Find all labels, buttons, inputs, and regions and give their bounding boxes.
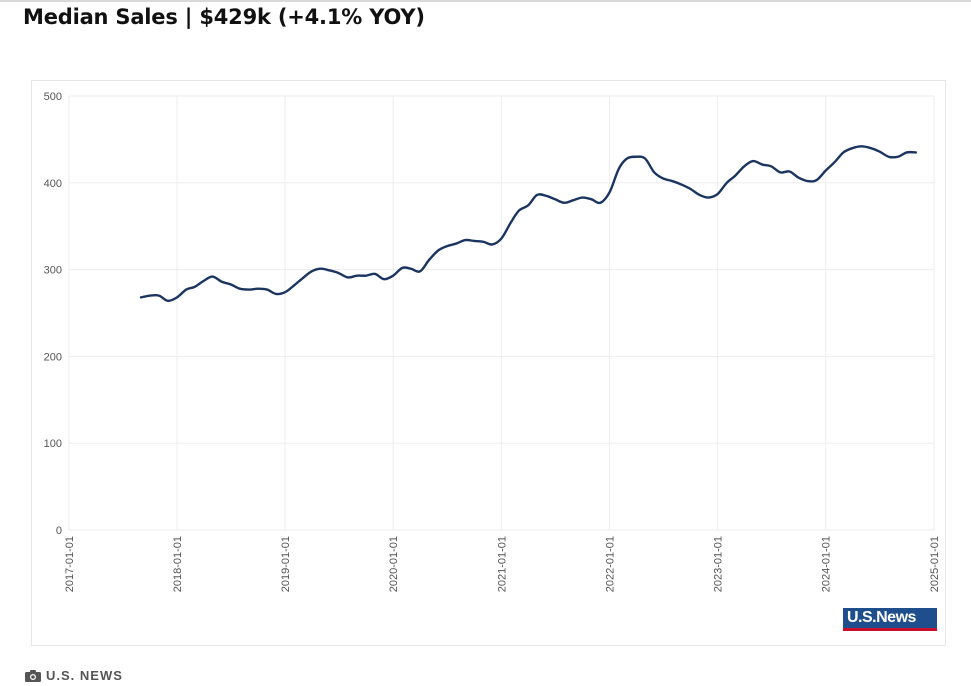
logo-stripe (843, 628, 937, 631)
y-axis: 0 100 200 300 400 500 (44, 91, 62, 537)
x-tick-label: 2020-01-01 (388, 536, 400, 592)
y-tick-label: 100 (44, 438, 62, 450)
x-tick-label: 2022-01-01 (605, 536, 617, 592)
series-line (139, 145, 918, 303)
x-tick-label: 2021-01-01 (497, 536, 509, 592)
y-tick-label: 300 (44, 265, 62, 277)
y-tick-label: 0 (56, 525, 62, 537)
page-title: Median Sales | $429k (+4.1% YOY) (23, 5, 425, 29)
logo-text: U.S.News (847, 609, 916, 626)
photo-credit: U.S. NEWS (25, 668, 123, 683)
x-tick-label: 2025-01-01 (929, 536, 941, 592)
x-tick-label: 2024-01-01 (821, 536, 833, 592)
x-tick-label: 2017-01-01 (64, 536, 76, 592)
x-axis: 2017-01-01 2018-01-01 2019-01-01 2020-01-01… (64, 536, 941, 592)
x-tick-label: 2018-01-01 (172, 536, 184, 592)
x-tick-label: 2019-01-01 (280, 536, 292, 592)
y-tick-label: 500 (44, 91, 62, 103)
usnews-logo: U.S.News (843, 608, 937, 631)
x-tick-label: 2023-01-01 (713, 536, 725, 592)
top-divider (0, 0, 971, 2)
y-tick-label: 400 (44, 178, 62, 190)
chart-grid (68, 95, 935, 531)
credit-text: U.S. NEWS (46, 668, 123, 683)
camera-icon (25, 669, 41, 682)
y-tick-label: 200 (44, 351, 62, 363)
